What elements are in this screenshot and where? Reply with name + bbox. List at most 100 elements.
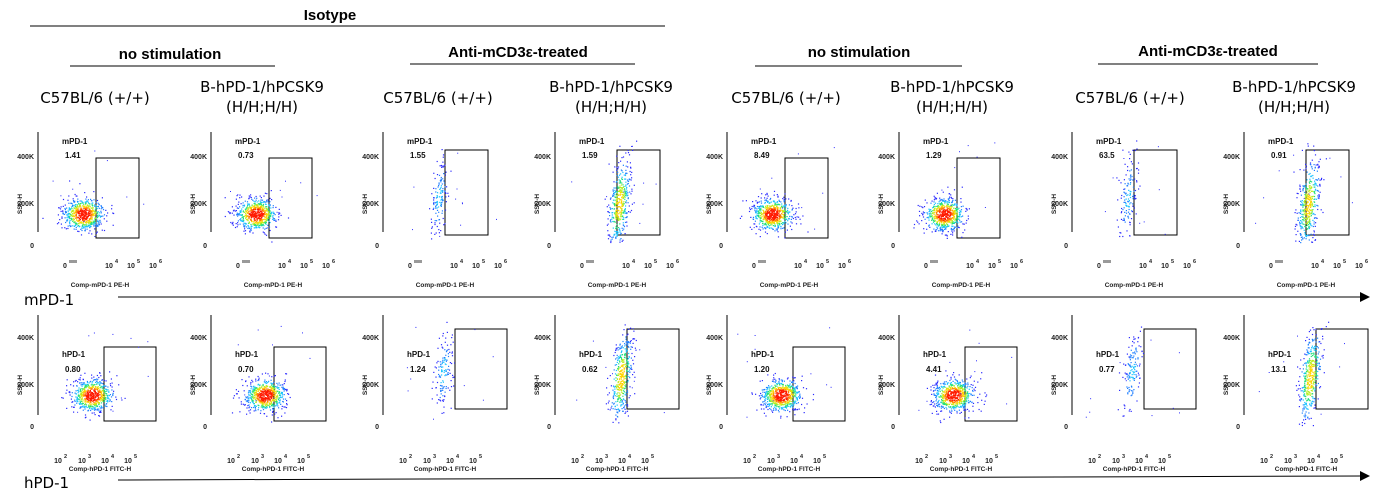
- event-dot: [933, 213, 935, 216]
- event-dot: [82, 205, 84, 207]
- event-dot: [433, 202, 435, 204]
- event-dot: [775, 207, 777, 209]
- event-dot: [232, 224, 234, 226]
- event-dot: [284, 379, 286, 381]
- event-dot: [110, 378, 112, 380]
- event-dot: [626, 183, 629, 185]
- event-dot: [1127, 216, 1129, 218]
- x-tick-exponent: 4: [115, 259, 119, 265]
- event-dot: [85, 212, 87, 214]
- event-dot: [277, 403, 279, 405]
- event-dot: [111, 382, 113, 384]
- event-dot: [1302, 216, 1304, 218]
- event-dot: [261, 214, 263, 216]
- event-dot: [606, 196, 608, 198]
- event-dot: [780, 206, 782, 208]
- event-dot: [273, 394, 275, 397]
- event-dot: [1313, 164, 1315, 166]
- event-dot: [1306, 210, 1308, 212]
- event-dot: [775, 220, 777, 222]
- event-dot: [620, 207, 622, 209]
- event-dot: [78, 390, 80, 392]
- event-dot: [257, 214, 259, 216]
- event-dot: [258, 207, 260, 209]
- event-dot: [625, 201, 627, 203]
- event-dot: [936, 214, 938, 216]
- event-dot: [933, 216, 935, 218]
- event-dot: [65, 211, 67, 213]
- event-dot: [75, 223, 77, 225]
- event-dot: [263, 208, 265, 211]
- gate-box: [1133, 149, 1178, 236]
- event-dot: [622, 222, 624, 224]
- event-dot: [98, 204, 100, 206]
- event-dot: [256, 395, 258, 397]
- event-dot: [91, 214, 93, 216]
- event-dot: [263, 387, 265, 389]
- event-dot: [77, 230, 79, 232]
- event-dot: [930, 202, 932, 204]
- event-dot: [783, 217, 785, 219]
- x-tick-label: 10: [322, 263, 330, 270]
- event-dot: [940, 209, 942, 211]
- event-dot: [82, 402, 84, 405]
- event-dot: [941, 228, 943, 230]
- event-dot: [126, 196, 128, 198]
- event-dot: [783, 215, 785, 217]
- event-dot: [82, 388, 84, 390]
- event-dot: [1307, 145, 1309, 147]
- event-dot: [250, 228, 252, 230]
- event-dot: [249, 212, 251, 214]
- event-dot: [85, 416, 87, 418]
- event-dot: [939, 203, 941, 205]
- gate-percent: 8.49: [754, 151, 770, 160]
- event-dot: [1297, 219, 1299, 221]
- event-dot: [91, 393, 93, 395]
- event-dot: [101, 379, 103, 381]
- event-dot: [284, 380, 286, 383]
- event-dot: [285, 373, 288, 375]
- event-dot: [81, 227, 83, 229]
- event-dot: [262, 227, 264, 229]
- event-dot: [94, 414, 96, 416]
- event-dot: [80, 392, 83, 394]
- event-dot: [439, 201, 441, 203]
- event-dot: [764, 199, 766, 201]
- event-dot: [250, 388, 252, 390]
- event-dot: [79, 222, 81, 224]
- event-dot: [442, 154, 445, 156]
- event-dot: [621, 170, 623, 172]
- event-dot: [250, 206, 253, 208]
- event-dot: [243, 225, 245, 227]
- event-dot: [438, 185, 440, 187]
- strain-label-6-line2: (H/H;H/H): [916, 98, 988, 116]
- event-dot: [1116, 219, 1118, 221]
- event-dot: [1131, 210, 1133, 212]
- event-dot: [111, 204, 113, 207]
- event-dot: [612, 227, 614, 229]
- event-dot: [86, 383, 88, 386]
- event-dot: [1312, 213, 1314, 215]
- event-dot: [621, 190, 623, 192]
- event-dot: [955, 217, 957, 220]
- event-dot: [84, 414, 87, 416]
- event-dot: [939, 223, 941, 225]
- x-tick-label: 0: [63, 263, 67, 270]
- strain-label-4-line2: (H/H;H/H): [575, 98, 647, 116]
- event-dot: [277, 395, 279, 397]
- event-dot: [764, 216, 766, 218]
- event-dot: [82, 222, 84, 224]
- event-dot: [616, 235, 618, 237]
- event-dot: [951, 223, 953, 225]
- event-dot: [1129, 213, 1131, 215]
- event-dot: [620, 187, 622, 189]
- event-dot: [262, 209, 264, 211]
- event-dot: [84, 399, 86, 401]
- event-dot: [942, 205, 944, 207]
- event-dot: [772, 228, 774, 230]
- event-dot: [86, 215, 88, 217]
- event-dot: [783, 222, 785, 224]
- event-dot: [229, 212, 231, 214]
- event-dot: [82, 219, 84, 221]
- event-dot: [438, 219, 441, 221]
